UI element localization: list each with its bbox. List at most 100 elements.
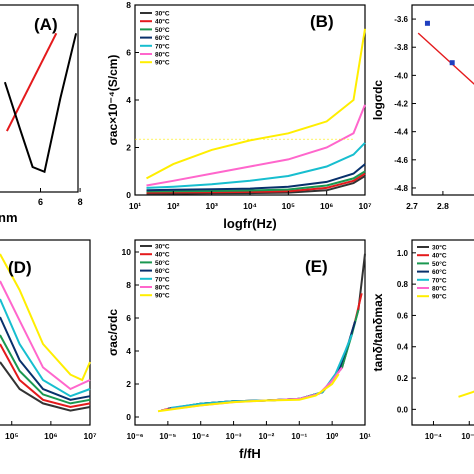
y-tick-label: 2: [126, 143, 131, 153]
y-tick-label: 0.8: [397, 280, 409, 289]
fit-line: [417, 32, 474, 85]
panel-c: -3.6 -3.8 -4.0 -4.2 -4.4 -4.6 -4.8 2.7 2.8 logσdc: [371, 4, 474, 211]
x-axis-label: nm: [0, 210, 18, 225]
x-tick-label: 10¹: [359, 432, 371, 441]
legend-label: 90°C: [155, 292, 170, 300]
panel-label: (B): [310, 12, 334, 31]
x-tick-label: 8: [78, 197, 83, 207]
x-tick-label: 10⁻⁴: [425, 432, 442, 441]
panel-f: 0.0 0.2 0.4 0.6 0.8 1.0 10⁻⁴ 10⁻³ tanδ/tanδmax 30…: [371, 239, 474, 441]
series-line-0: [161, 253, 366, 412]
series-line-4: [0, 298, 91, 398]
legend-label: 70°C: [432, 276, 447, 284]
y-axis-label: tanδ/tanδmax: [371, 293, 385, 371]
legend-label: 30°C: [432, 244, 447, 252]
series-line-3: [0, 316, 91, 401]
y-tick-label: 4: [126, 346, 131, 356]
x-axis-label: f/fH: [239, 446, 261, 461]
panel-label: (E): [305, 257, 328, 276]
x-tick-label: 10³: [206, 201, 218, 211]
legend-label: 40°C: [155, 18, 170, 26]
y-tick-label: 4: [126, 95, 131, 105]
legend-label: 80°C: [155, 284, 170, 292]
plot-frame: [0, 239, 91, 426]
x-tick-label: 2.8: [437, 201, 449, 211]
legend-label: 60°C: [155, 267, 170, 275]
y-tick-label: 6: [126, 48, 131, 58]
y-tick-label: 1.0: [397, 249, 409, 258]
series-line-1: [0, 343, 91, 409]
x-tick-label: 10⁻⁵: [159, 432, 176, 441]
legend-label: 60°C: [432, 268, 447, 276]
series-line-4: [146, 142, 366, 189]
x-tick-label: 10⁶: [44, 431, 57, 441]
x-tick-label: 10⁶: [320, 201, 333, 211]
y-tick-label: 2: [126, 379, 131, 389]
series-line-3: [167, 321, 357, 410]
series-line-2: [167, 309, 360, 410]
y-tick-label: -3.8: [394, 43, 408, 52]
y-tick-label: 0.6: [397, 311, 409, 320]
plot-frame: [134, 239, 366, 426]
legend-label: 60°C: [155, 34, 170, 42]
legend-label: 30°C: [155, 10, 170, 18]
legend-label: 50°C: [155, 26, 170, 34]
series-line-3: [146, 163, 366, 192]
series-line-0: [0, 361, 91, 412]
x-tick-label: 2.7: [406, 201, 418, 211]
legend-label: 40°C: [155, 251, 170, 259]
plot-frame: [411, 239, 474, 426]
series-line-1: [164, 293, 363, 411]
x-tick-label: 10⁵: [5, 431, 18, 441]
panel-e: 10⁻⁶ 10⁻⁵ 10⁻⁴ 10⁻³ 10⁻² 10⁻¹ 10⁰ 10¹ 0 2 4 6 8 10 f/f…: [106, 239, 371, 461]
series-line-1: [3, 33, 78, 174]
data-point: [449, 60, 455, 66]
legend-label: 40°C: [432, 252, 447, 260]
series-line-2: [146, 170, 366, 193]
data-point: [424, 20, 430, 26]
y-tick-label: -4.6: [394, 156, 408, 165]
y-tick-label: 0: [126, 412, 131, 422]
legend-label: 50°C: [432, 260, 447, 268]
x-tick-label: 10⁷: [84, 431, 97, 441]
x-tick-label: 10⁻³: [461, 432, 474, 441]
panel-b: 10¹ 10² 10³ 10⁴ 10⁵ 10⁶ 10⁷ 0 2 4 6 8 logfr(Hz) σac×1…: [106, 0, 372, 231]
plot-frame: [411, 4, 474, 196]
series-line-6: [0, 253, 91, 382]
legend-label: 70°C: [155, 42, 170, 50]
legend-label: 30°C: [155, 243, 170, 251]
y-tick-label: 0.4: [397, 343, 409, 352]
series-line-2: [0, 334, 91, 405]
x-tick-label: 10⁻⁴: [192, 432, 209, 441]
y-tick-label: -4.0: [394, 71, 408, 80]
x-tick-label: 10⁻²: [259, 432, 275, 441]
panel-label: (D): [8, 258, 32, 277]
legend-label: 90°C: [155, 59, 170, 67]
y-tick-label: 6: [126, 313, 131, 323]
panel-label: (A): [34, 15, 58, 34]
y-tick-label: 0: [126, 190, 131, 200]
series-line-5: [0, 280, 91, 391]
x-tick-label: 6: [38, 197, 43, 207]
series-line-4: [170, 334, 353, 409]
legend-label: 50°C: [155, 259, 170, 267]
y-tick-label: 8: [126, 0, 131, 10]
y-axis-label: logσdc: [371, 80, 385, 121]
y-tick-label: 10: [122, 247, 132, 257]
x-tick-label: 10⁷: [359, 201, 372, 211]
series-line-6: [146, 28, 366, 180]
y-tick-label: -4.2: [394, 100, 408, 109]
series-line-0: [146, 175, 366, 195]
y-tick-label: -3.6: [394, 15, 408, 24]
legend-label: 80°C: [432, 285, 447, 293]
x-tick-label: 10⁻¹: [291, 432, 307, 441]
y-tick-label: 0.0: [397, 405, 409, 414]
panel-d: 10⁵ 10⁶ 10⁷ (D): [0, 239, 97, 441]
series-line-0: [6, 32, 58, 132]
x-tick-label: 10⁵: [282, 201, 295, 211]
x-tick-label: 10⁻⁶: [127, 432, 144, 441]
series-line-1: [146, 172, 366, 194]
y-tick-label: -4.8: [394, 184, 408, 193]
x-axis-label: logfr(Hz): [223, 216, 276, 231]
